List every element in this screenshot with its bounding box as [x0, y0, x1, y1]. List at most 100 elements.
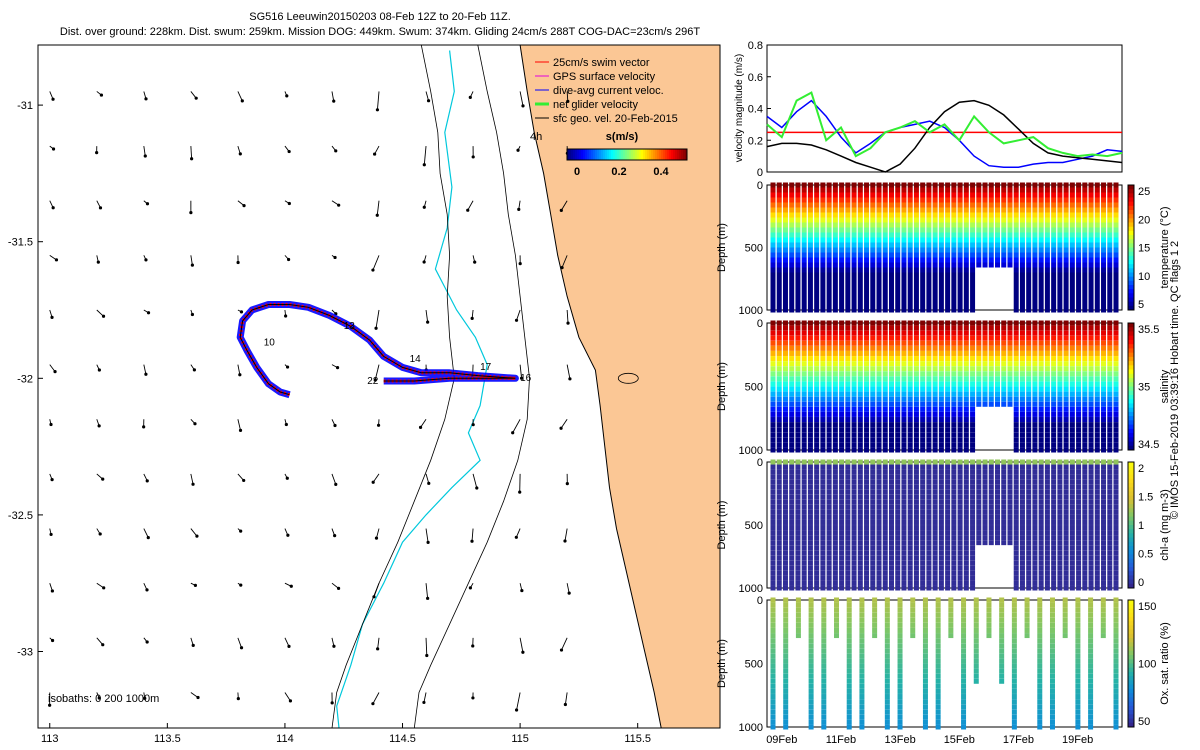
sfc-arrow	[372, 255, 380, 271]
sfc-arrow-head	[371, 702, 375, 706]
sfc-arrow-head	[50, 638, 55, 643]
isobath-shelf	[336, 50, 488, 728]
isobath-legend: isobaths: 0 200 1000m	[48, 693, 159, 705]
sfc-arrow-head	[190, 312, 195, 317]
day-label: 13	[344, 321, 356, 332]
colorbar-cell	[585, 149, 588, 160]
sfc-arrow	[420, 419, 427, 428]
colorbar-cell	[665, 149, 668, 160]
sfc-arrow-head	[99, 93, 104, 97]
sfc-arrow-head	[521, 650, 525, 654]
colorbar-cell	[677, 149, 680, 160]
sfc-arrow-head	[51, 206, 55, 210]
colorbar-title: s(m/s)	[606, 131, 639, 143]
colorbar-tick: 0.2	[611, 166, 626, 178]
chart-subtitle: Dist. over ground: 228km. Dist. swum: 25…	[59, 26, 701, 38]
sfc-arrow-head	[422, 163, 426, 167]
sfc-arrow-head	[143, 696, 147, 700]
sfc-arrow-head	[95, 150, 99, 155]
sfc-arrow-head	[196, 695, 200, 700]
colorbar-cell	[607, 149, 610, 160]
sfc-arrow-head	[287, 644, 291, 649]
sfc-arrow-head	[374, 536, 379, 540]
sfc-arrow-head	[50, 315, 54, 319]
sfc-arrow	[561, 255, 568, 268]
sfc-arrow-head	[242, 478, 246, 483]
sfc-arrow-head	[333, 534, 337, 538]
sfc-arrow-head	[373, 378, 377, 382]
sfc-arrow-head	[101, 477, 105, 481]
colorbar-cell	[593, 149, 596, 160]
day-label: 22	[367, 376, 379, 387]
colorbar-cell	[589, 149, 592, 160]
sfc-arrow-head	[142, 425, 146, 429]
sfc-arrow	[143, 364, 147, 375]
legend-label: dive-avg current veloc.	[553, 85, 664, 97]
day-label: 17	[480, 362, 492, 373]
sfc-arrow	[519, 91, 524, 106]
sfc-arrow	[190, 473, 194, 485]
sfc-arrow-head	[102, 586, 106, 590]
sfc-arrow-head	[238, 373, 242, 377]
sfc-arrow-head	[514, 708, 519, 712]
land	[519, 45, 720, 728]
colorbar-cell	[625, 149, 628, 160]
sfc-arrow-head	[97, 368, 101, 372]
sfc-arrow-head	[239, 529, 243, 533]
sfc-arrow-head	[337, 203, 341, 207]
sfc-arrow-head	[373, 152, 377, 156]
sfc-arrow-head	[236, 697, 240, 701]
sfc-arrow-head	[284, 422, 288, 427]
colorbar-cell	[599, 149, 602, 160]
sfc-arrow-head	[372, 595, 376, 599]
sfc-arrow-head	[145, 640, 149, 644]
colorbar-cell	[579, 149, 582, 160]
sfc-arrow-head	[518, 262, 522, 266]
sfc-arrow-head	[426, 596, 430, 600]
colorbar-cell	[663, 149, 666, 160]
sfc-arrow-head	[427, 481, 431, 485]
colorbar-cell	[675, 149, 678, 160]
sfc-arrow	[472, 473, 478, 489]
colorbar-cell	[679, 149, 682, 160]
sfc-arrow-head	[53, 370, 57, 374]
colorbar-cell	[633, 149, 636, 160]
sfc-arrow-head	[192, 368, 196, 372]
colorbar-cell	[667, 149, 670, 160]
sfc-arrow-head	[516, 148, 520, 152]
sfc-arrow	[423, 146, 427, 165]
sfc-arrow	[143, 528, 149, 538]
sfc-arrow	[237, 637, 242, 648]
sfc-arrow-head	[336, 586, 341, 590]
sfc-arrow-head	[471, 423, 475, 427]
sfc-arrow-head	[563, 539, 567, 543]
sfc-arrow	[425, 583, 429, 599]
sfc-arrow-head	[193, 583, 198, 587]
colorbar-cell	[595, 149, 598, 160]
sfc-arrow-head	[468, 586, 472, 590]
sfc-arrow-head	[371, 480, 375, 484]
sfc-arrow	[284, 692, 291, 702]
sfc-arrow	[374, 364, 380, 381]
colorbar-cell	[619, 149, 622, 160]
day-label: 16	[520, 373, 532, 384]
sfc-arrow	[377, 637, 380, 649]
sfc-arrow-head	[50, 589, 54, 593]
sfc-arrow-head	[289, 584, 293, 588]
sfc-arrow-head	[190, 157, 194, 161]
colorbar-tick: 0.4	[653, 166, 669, 178]
sfc-arrow-head	[468, 95, 472, 99]
sfc-arrow-head	[466, 208, 470, 212]
sfc-arrow-head	[189, 211, 193, 215]
sfc-arrow-head	[285, 365, 290, 369]
colorbar-cell	[643, 149, 646, 160]
colorbar-cell	[647, 149, 650, 160]
sfc-arrow-head	[287, 149, 291, 154]
sfc-arrow	[564, 692, 568, 705]
colorbar-cell	[641, 149, 644, 160]
colorbar-cell	[637, 149, 640, 160]
x-tick-label: 115.5	[624, 733, 651, 745]
colorbar-cell	[683, 149, 686, 160]
sfc-arrow-head	[286, 257, 291, 262]
island	[617, 372, 639, 384]
